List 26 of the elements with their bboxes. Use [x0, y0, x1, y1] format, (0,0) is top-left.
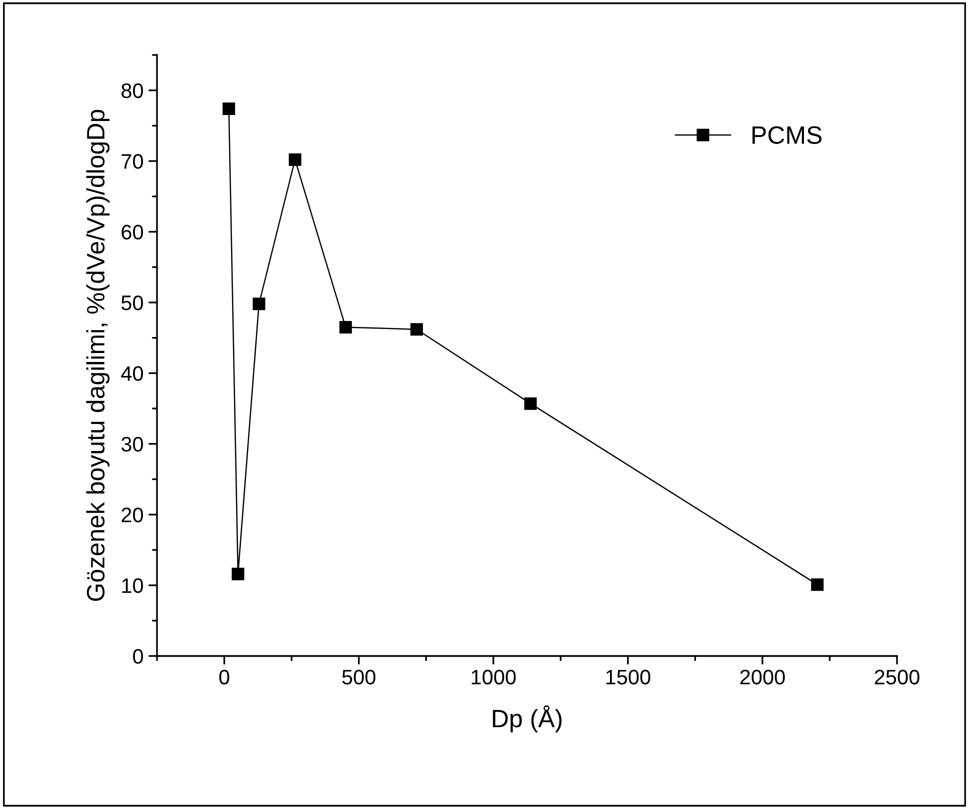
x-axis-title: Dp (Å): [492, 705, 562, 732]
point: [222, 102, 236, 115]
point: [339, 320, 352, 334]
point: [410, 323, 423, 336]
y-tick-label: 70: [122, 154, 143, 169]
y-tick-label: 40: [121, 366, 143, 381]
point: [252, 298, 266, 310]
x-tick-label: 1000: [472, 670, 516, 684]
y-tick-label: 60: [122, 224, 143, 240]
point: [524, 397, 537, 410]
point: [811, 578, 824, 591]
y-tick-label: 80: [122, 83, 143, 98]
y-axis-title: Gözenek boyutu dagilimi, %(dVe/Vp)/dlogDp: [86, 110, 110, 601]
x-tick-label: 500: [342, 670, 376, 684]
x-tick-label: 1500: [606, 670, 650, 684]
y-tick-label: 20: [122, 508, 143, 522]
point: [288, 153, 302, 166]
x-tick-label: 2500: [874, 670, 920, 684]
x-tick-label: 0: [219, 670, 230, 684]
y-tick-label: 50: [121, 295, 143, 310]
y-tick-label: 0: [133, 649, 143, 664]
y-tick-label: 30: [121, 436, 143, 452]
x-tick-label: 2000: [740, 670, 785, 684]
point: [232, 568, 244, 580]
y-tick-label: 10: [122, 578, 143, 594]
legend-label: PCMS: [752, 126, 822, 144]
